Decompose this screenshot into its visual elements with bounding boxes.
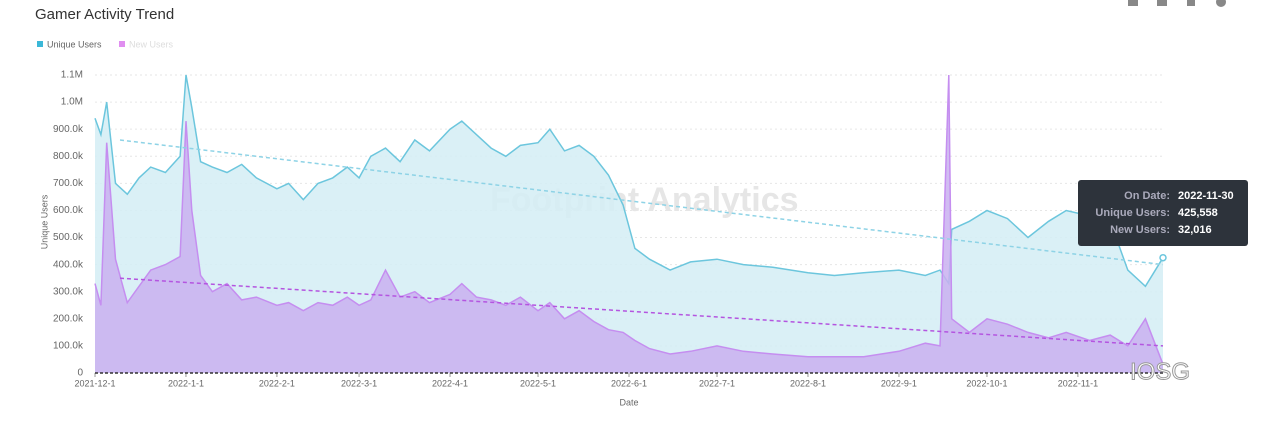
y-tick-label: 900.0k [53, 124, 84, 135]
x-tick-label: 2022-2-1 [259, 378, 295, 388]
area-fill [95, 75, 1163, 373]
x-tick-label: 2021-12-1 [74, 378, 115, 388]
y-tick-label: 500.0k [53, 232, 84, 243]
tooltip-label: On Date: [1124, 190, 1170, 202]
legend-swatch [37, 41, 43, 47]
x-tick-label: 2022-9-1 [881, 378, 917, 388]
y-tick-label: 700.0k [53, 178, 84, 189]
x-tick-label: 2022-1-1 [168, 378, 204, 388]
y-tick-label: 600.0k [53, 205, 84, 216]
tooltip-value: 425,558 [1178, 207, 1218, 219]
y-tick-label: 100.0k [53, 341, 84, 352]
y-tick-label: 0 [77, 368, 83, 379]
tooltip: On Date: 2022-11-30 Unique Users: 425,558 Ne… [1078, 180, 1248, 246]
y-tick-label: 800.0k [53, 151, 84, 162]
hover-point [1159, 253, 1167, 262]
tooltip-value: 32,016 [1178, 224, 1212, 236]
y-tick-label: 200.0k [53, 313, 84, 324]
x-tick-label: 2022-8-1 [790, 378, 826, 388]
tooltip-box [1078, 180, 1248, 246]
watermark: IOSG [1130, 358, 1190, 385]
y-tick-label: 400.0k [53, 259, 84, 270]
y-axis-label: Unique Users [39, 194, 49, 249]
x-tick-label: 2022-11-1 [1058, 378, 1098, 388]
copy-icon[interactable] [1187, 0, 1195, 6]
x-tick-label: 2022-5-1 [520, 378, 556, 388]
legend-label: New Users [129, 39, 174, 49]
y-tick-label: 1.1M [61, 70, 83, 81]
x-tick-label: 2022-3-1 [341, 378, 377, 388]
tooltip-value: 2022-11-30 [1178, 190, 1234, 202]
x-tick-label: 2022-6-1 [611, 378, 647, 388]
x-tick-label: 2022-4-1 [432, 378, 468, 388]
x-axis-label: Date [619, 397, 638, 407]
x-tick-label: 2022-10-1 [966, 378, 1007, 388]
download-icon[interactable] [1128, 0, 1138, 6]
legend-label: Unique Users [47, 39, 102, 49]
tooltip-label: Unique Users: [1095, 207, 1170, 219]
area-line [94, 74, 1164, 365]
area-line [94, 74, 1164, 288]
trend-line [119, 139, 1164, 266]
trend-line [119, 277, 1164, 347]
tooltip-label: New Users: [1110, 224, 1170, 236]
y-tick-label: 1.0M [61, 97, 83, 108]
info-icon[interactable] [1216, 0, 1226, 7]
chart-title: Gamer Activity Trend [35, 6, 174, 23]
edit-icon[interactable] [1157, 0, 1167, 6]
y-tick-label: 300.0k [53, 286, 84, 297]
toolbar [1128, 0, 1226, 7]
x-tick-label: 2022-7-1 [699, 378, 735, 388]
legend-swatch [119, 41, 125, 47]
area-fill [95, 75, 1163, 373]
